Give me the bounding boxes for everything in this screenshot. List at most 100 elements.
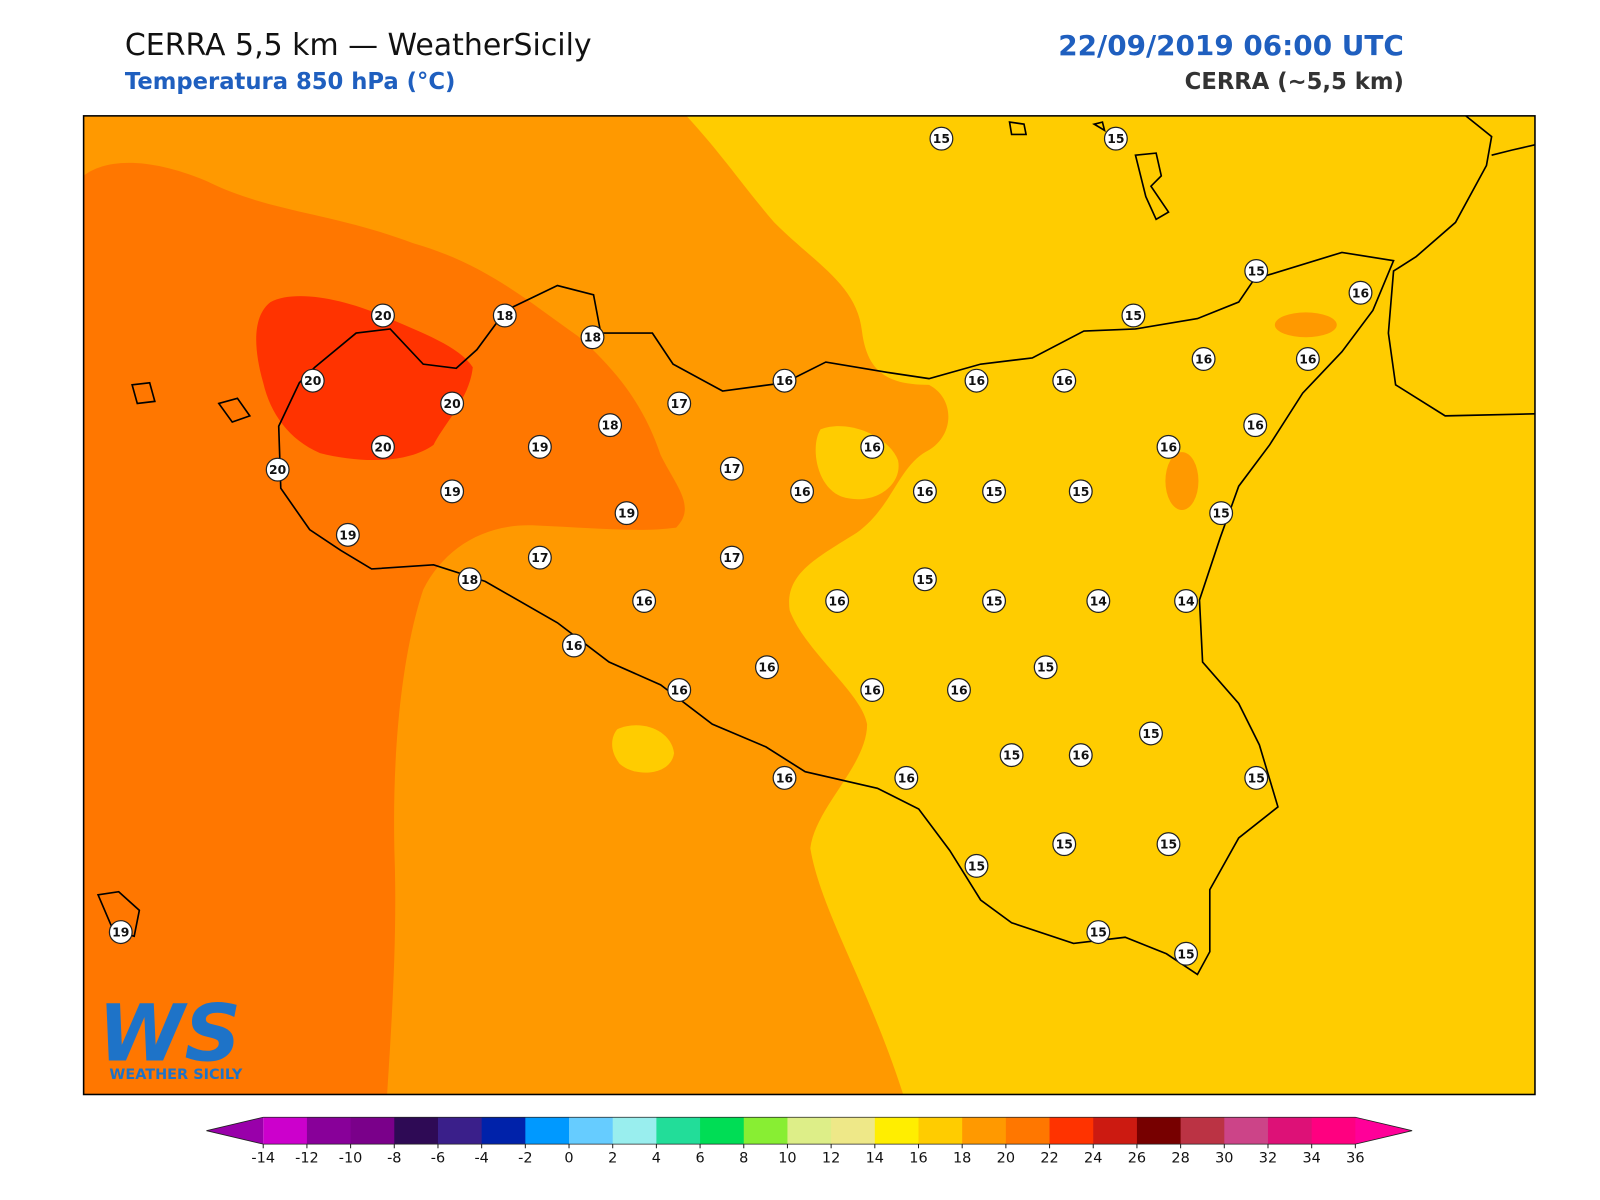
station: 16 bbox=[1068, 743, 1093, 768]
colorbar-segment bbox=[743, 1117, 788, 1145]
station-marker bbox=[719, 456, 744, 481]
station: 15 bbox=[1086, 920, 1111, 945]
station-value: 16 bbox=[950, 682, 967, 697]
colorbar-segment bbox=[437, 1117, 483, 1145]
station-marker bbox=[527, 545, 552, 570]
station-value: 15 bbox=[916, 572, 933, 587]
station: 18 bbox=[580, 325, 605, 350]
station: 20 bbox=[370, 434, 395, 459]
colorbar-segment bbox=[962, 1117, 1007, 1145]
station: 18 bbox=[492, 303, 517, 328]
station-marker bbox=[1138, 721, 1163, 746]
station-marker bbox=[964, 853, 989, 878]
colorbar-segment bbox=[787, 1117, 832, 1145]
station-marker bbox=[492, 303, 517, 328]
station-marker bbox=[265, 457, 290, 482]
colorbar-tick-label: -6 bbox=[431, 1151, 445, 1167]
station-value: 20 bbox=[374, 308, 392, 323]
station-marker bbox=[929, 126, 954, 151]
station-marker bbox=[1086, 589, 1111, 614]
station: 15 bbox=[1068, 479, 1093, 504]
station-value: 16 bbox=[968, 373, 985, 388]
station-marker bbox=[1174, 941, 1199, 966]
station-marker bbox=[1243, 413, 1268, 438]
colorbar-tick-label: -2 bbox=[518, 1151, 532, 1167]
station: 14 bbox=[1174, 589, 1199, 614]
station: 16 bbox=[964, 368, 989, 393]
station-value: 16 bbox=[758, 660, 775, 675]
station-value: 17 bbox=[671, 396, 688, 411]
colorbar-segment bbox=[918, 1117, 963, 1145]
station-marker bbox=[912, 479, 937, 504]
station-marker bbox=[598, 413, 623, 438]
station: 16 bbox=[790, 479, 815, 504]
colorbar-tick-label: 0 bbox=[564, 1151, 573, 1167]
station-marker bbox=[1174, 589, 1199, 614]
station: 16 bbox=[632, 589, 657, 614]
colorbar-tick-label: 22 bbox=[1040, 1151, 1058, 1167]
station: 15 bbox=[1156, 832, 1181, 857]
model-label: CERRA (~5,5 km) bbox=[1185, 69, 1404, 95]
station-value: 19 bbox=[112, 925, 129, 940]
station-value: 15 bbox=[1056, 837, 1073, 852]
colorbar-tick-label: 26 bbox=[1128, 1151, 1146, 1167]
station: 15 bbox=[1052, 832, 1077, 857]
station-value: 19 bbox=[618, 506, 635, 521]
logo-mark: WS bbox=[98, 987, 241, 1079]
station-value: 18 bbox=[496, 308, 513, 323]
station-value: 15 bbox=[968, 858, 985, 873]
station: 20 bbox=[370, 303, 395, 328]
station-marker bbox=[1052, 832, 1077, 857]
station-marker bbox=[1348, 280, 1373, 305]
station-value: 16 bbox=[1195, 351, 1212, 366]
colorbar-tick-label: 28 bbox=[1171, 1151, 1189, 1167]
colorbar-segment bbox=[1005, 1117, 1051, 1145]
station-value: 15 bbox=[1248, 264, 1265, 279]
station: 19 bbox=[335, 522, 360, 547]
station-value: 17 bbox=[723, 461, 740, 476]
colorbar-segment bbox=[874, 1117, 920, 1145]
station: 16 bbox=[772, 765, 797, 790]
station-marker bbox=[667, 678, 692, 702]
station-value: 16 bbox=[636, 594, 653, 609]
station-marker bbox=[1068, 479, 1093, 504]
station-marker bbox=[632, 589, 657, 614]
station: 16 bbox=[894, 765, 919, 790]
station: 16 bbox=[1156, 434, 1181, 459]
station-value: 19 bbox=[531, 439, 548, 454]
station-value: 17 bbox=[723, 550, 740, 565]
station-marker bbox=[561, 633, 586, 658]
station: 16 bbox=[667, 678, 692, 702]
station: 15 bbox=[1209, 501, 1234, 526]
colorbar-tick-label: 24 bbox=[1084, 1151, 1102, 1167]
colorbar-segment bbox=[350, 1117, 395, 1145]
station-marker bbox=[719, 545, 744, 570]
colorbar-segment bbox=[1267, 1117, 1313, 1145]
colorbar-segment bbox=[1180, 1117, 1225, 1145]
station-value: 16 bbox=[1247, 418, 1264, 433]
colorbar-tick-label: 36 bbox=[1346, 1151, 1364, 1167]
colorbar-segment bbox=[569, 1117, 614, 1145]
datetime: 22/09/2019 06:00 UTC bbox=[1058, 29, 1404, 62]
station: 16 bbox=[1052, 368, 1077, 393]
station-marker bbox=[754, 655, 779, 680]
station: 16 bbox=[1191, 346, 1216, 371]
station-value: 16 bbox=[565, 638, 582, 653]
station-value: 16 bbox=[776, 770, 793, 785]
station-value: 14 bbox=[1090, 594, 1108, 609]
station-marker bbox=[1068, 743, 1093, 768]
station-value: 15 bbox=[1107, 131, 1124, 146]
station-marker bbox=[772, 765, 797, 790]
colorbar-segment bbox=[1224, 1117, 1269, 1145]
station-marker bbox=[894, 765, 919, 790]
station-value: 16 bbox=[1352, 285, 1369, 300]
station: 17 bbox=[667, 391, 692, 416]
station-value: 14 bbox=[1177, 594, 1195, 609]
station-value: 16 bbox=[1072, 748, 1089, 763]
station-marker bbox=[580, 325, 605, 350]
field-16-18-patch bbox=[1274, 312, 1337, 338]
colorbar-segment bbox=[394, 1117, 439, 1145]
colorbar-segment bbox=[612, 1117, 657, 1145]
